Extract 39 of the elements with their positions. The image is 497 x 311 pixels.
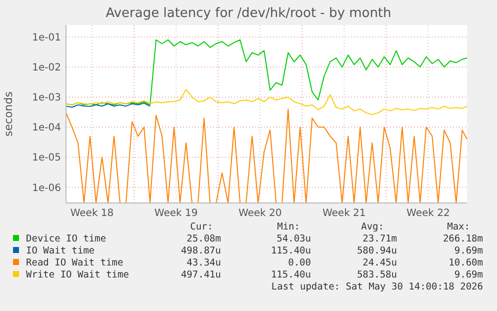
text: 115.40u xyxy=(270,270,311,280)
x-tick-label: Week 22 xyxy=(406,208,450,219)
text: 115.40u xyxy=(270,246,311,256)
y-tick-label: 1e-02 xyxy=(32,62,61,74)
text: Avg: xyxy=(361,222,384,232)
y-axis-title: seconds xyxy=(2,91,15,136)
legend-label: Write IO Wait time xyxy=(26,270,130,280)
y-tick-label: 1e-06 xyxy=(32,182,61,194)
x-tick-label: Week 21 xyxy=(322,208,366,219)
text: Min: xyxy=(277,222,300,232)
y-tick-label: 1e-05 xyxy=(32,152,61,164)
text: 583.58u xyxy=(356,270,397,280)
text: 580.94u xyxy=(356,246,397,256)
y-tick-label: 1e-04 xyxy=(32,122,61,134)
x-tick-label: Week 18 xyxy=(70,208,114,219)
y-tick-label: 1e-01 xyxy=(32,32,61,44)
line-series xyxy=(66,88,468,116)
text: Max: xyxy=(447,222,470,232)
text: 497.41u xyxy=(180,270,221,280)
legend-label: Read IO Wait time xyxy=(26,258,124,268)
text: 10.60m xyxy=(448,258,484,268)
text: 54.03u xyxy=(276,234,311,244)
legend-label: Device IO time xyxy=(26,234,106,244)
text: 9.69m xyxy=(454,246,484,256)
text: 24.45u xyxy=(362,258,397,268)
text: 9.69m xyxy=(454,270,484,280)
text: 0.00 xyxy=(288,258,312,268)
text: 43.34u xyxy=(186,258,221,268)
chart-title: Average latency for /dev/hk/root - by month xyxy=(106,6,392,21)
x-tick-label: Week 20 xyxy=(238,208,282,219)
y-tick-label: 1e-03 xyxy=(32,92,61,104)
text: Last update: Sat May 30 14:00:18 2026 xyxy=(271,282,484,292)
text: 498.87u xyxy=(180,246,221,256)
text: 23.71m xyxy=(362,234,398,244)
text: Cur: xyxy=(190,222,213,232)
legend-label: IO Wait time xyxy=(26,246,95,256)
text: 266.18m xyxy=(442,234,484,244)
x-tick-label: Week 19 xyxy=(154,208,198,219)
text: 25.08m xyxy=(186,234,222,244)
